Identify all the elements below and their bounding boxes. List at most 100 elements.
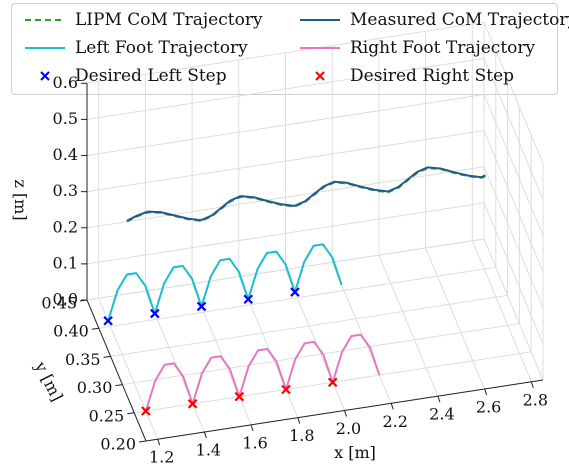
marker-5-0: [141, 406, 151, 416]
y-tick-label: 0.25: [89, 406, 125, 425]
y-axis-label: y [m]: [30, 358, 66, 405]
y-tick: [138, 440, 147, 443]
marker-stroke: [150, 308, 160, 319]
marker-stroke: [243, 294, 254, 305]
x-tick: [390, 403, 394, 410]
legend-label: Desired Left Step: [75, 66, 227, 86]
z-tick-label: 0.3: [53, 181, 78, 200]
y-tick: [127, 412, 135, 415]
floor-grid-y: [98, 266, 496, 329]
marker-stroke: [141, 406, 151, 416]
legend-item: Right Foot Trajectory: [300, 36, 535, 60]
side-grid-z: [483, 58, 544, 200]
legend-label: LIPM CoM Trajectory: [75, 10, 263, 30]
y-tick-label: 0.40: [53, 322, 89, 341]
legend-swatch: [25, 47, 65, 49]
y-tick: [103, 355, 111, 358]
x-tick-label: 2.2: [382, 412, 407, 431]
x-tick: [530, 381, 534, 388]
marker-5-3: [281, 384, 291, 395]
z-tick-label: 0.6: [53, 73, 78, 92]
x-tick: [344, 410, 347, 417]
z-tick-label: 0.0: [53, 290, 78, 309]
x-tick: [157, 439, 161, 446]
marker-4-4: [290, 287, 300, 297]
legend-item: Desired Left Step: [25, 64, 227, 88]
legend-item: LIPM CoM Trajectory: [25, 8, 263, 32]
legend: [11, 3, 558, 95]
y-axis-line: [86, 299, 147, 442]
x-tick-label: 2.0: [336, 419, 361, 438]
x-tick: [297, 417, 301, 424]
marker-stroke: [290, 287, 300, 297]
y-tick-label: 0.35: [65, 350, 101, 369]
x-tick-label: 2.4: [429, 405, 454, 424]
side-grid-z: [483, 238, 544, 381]
marker-stroke: [327, 377, 338, 388]
z-axis-label: z [m]: [11, 179, 30, 220]
floor-grid-y: [122, 323, 520, 386]
series-line-2: [107, 243, 343, 322]
z-tick-label: 0.4: [53, 145, 78, 164]
marker-stroke: [281, 384, 291, 395]
y-tick-label: 0.45: [41, 294, 77, 313]
marker-4-1: [150, 308, 160, 319]
legend-label: Measured CoM Trajectory: [350, 10, 569, 30]
marker-4-0: [103, 315, 113, 326]
y-tick: [91, 327, 99, 330]
z-tick-label: 0.2: [53, 217, 78, 236]
side-grid-z: [483, 94, 544, 236]
legend-label: Desired Right Step: [350, 66, 515, 86]
legend-item: Left Foot Trajectory: [25, 36, 248, 60]
back-grid-z: [86, 130, 485, 193]
y-tick-label: 0.20: [100, 435, 136, 454]
floor-grid-x: [331, 262, 392, 404]
back-grid-z: [86, 166, 485, 229]
back-grid-z: [86, 238, 485, 301]
floor-grid-x: [425, 247, 486, 390]
side-grid-z: [483, 130, 544, 272]
back-grid-z: [86, 202, 485, 265]
x-axis-label: x [m]: [334, 443, 376, 462]
x-tick-label: 1.8: [289, 426, 314, 445]
legend-marker: [315, 71, 325, 81]
back-grid-z: [86, 57, 485, 120]
legend-label: Left Foot Trajectory: [75, 38, 248, 58]
legend-item: Measured CoM Trajectory: [300, 8, 569, 32]
z-tick-label: 0.1: [53, 253, 78, 272]
y-tick-label: 0.30: [77, 378, 113, 397]
legend-swatch: [315, 71, 325, 81]
marker-stroke: [103, 315, 113, 326]
x-tick: [437, 395, 441, 403]
floor-grid-y: [110, 294, 508, 357]
series-line-1: [126, 166, 486, 222]
side-grid-z: [483, 22, 544, 164]
series-line-3: [144, 333, 381, 412]
legend-swatch: [300, 47, 340, 49]
x-tick-label: 2.8: [523, 390, 548, 409]
floor-grid-x: [471, 240, 532, 382]
legend-marker: [40, 71, 50, 81]
floor-grid-x: [378, 254, 439, 397]
x-tick-label: 1.4: [196, 441, 221, 460]
y-tick: [115, 384, 123, 387]
x-tick: [484, 388, 488, 396]
legend-swatch: [300, 19, 340, 21]
legend-swatch: [25, 19, 65, 21]
side-grid-z: [483, 202, 544, 345]
x-tick: [250, 424, 254, 432]
marker-5-2: [234, 391, 245, 402]
marker-4-3: [243, 294, 254, 305]
marker-stroke: [196, 301, 207, 312]
marker-stroke: [234, 391, 245, 402]
marker-5-4: [327, 377, 338, 388]
marker-5-1: [187, 399, 198, 409]
legend-label: Right Foot Trajectory: [350, 38, 536, 58]
x-tick-label: 2.6: [476, 397, 501, 416]
x-tick-label: 1.6: [242, 433, 267, 452]
marker-stroke: [187, 399, 198, 409]
legend-swatch: [40, 71, 50, 81]
legend-item: Desired Right Step: [300, 64, 514, 88]
x-tick: [203, 431, 207, 439]
